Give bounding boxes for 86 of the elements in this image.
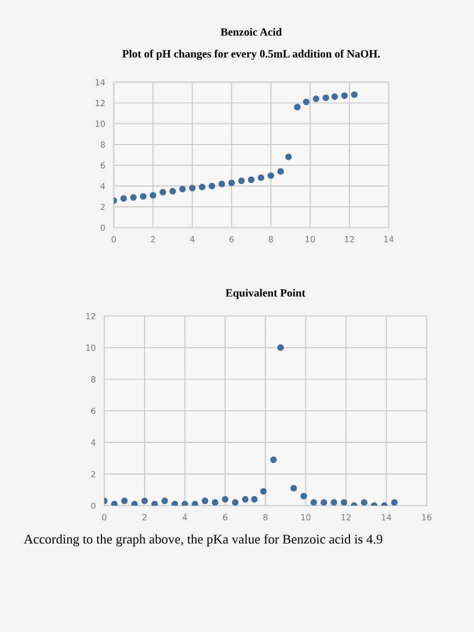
point xyxy=(285,154,292,160)
point xyxy=(140,193,147,200)
y-tick-label: 4 xyxy=(100,183,105,190)
point xyxy=(331,93,338,100)
text: According to the graph above, the pKa value for Benzoic acid is 4.9 xyxy=(24,534,382,546)
x-tick-label: 0 xyxy=(112,236,116,242)
point xyxy=(218,180,226,188)
x-tick-label: 12 xyxy=(342,514,350,520)
point xyxy=(189,184,196,192)
x-tick-label: 16 xyxy=(422,514,432,520)
point xyxy=(121,498,128,504)
point xyxy=(320,499,328,506)
point xyxy=(232,499,239,506)
point xyxy=(171,500,178,506)
y-tick-label: 10 xyxy=(86,344,96,351)
y-tick-label: 8 xyxy=(100,141,105,148)
point xyxy=(260,488,267,495)
point xyxy=(208,182,216,190)
y-tick-label: 14 xyxy=(96,79,105,86)
chart-title: Benzoic Acid xyxy=(220,28,282,36)
y-tick-label: 2 xyxy=(100,204,105,210)
point xyxy=(160,188,166,196)
point xyxy=(258,174,264,181)
point xyxy=(310,499,318,506)
y-tick-label: 0 xyxy=(100,224,105,231)
point xyxy=(242,496,249,503)
point xyxy=(302,98,310,106)
point xyxy=(290,484,297,492)
point xyxy=(322,94,330,102)
x-tick-label: 2 xyxy=(150,236,155,242)
point xyxy=(251,496,258,503)
x-tick-label: 8 xyxy=(263,514,268,520)
point xyxy=(351,91,358,98)
point xyxy=(268,172,274,179)
point xyxy=(198,184,206,190)
chart-subtitle: Plot of pH changes for every 0.5mL addition of NaOH. xyxy=(122,50,380,60)
point xyxy=(212,499,218,506)
x-tick-label: 12 xyxy=(345,236,354,242)
point xyxy=(270,456,277,464)
point xyxy=(294,104,301,110)
point xyxy=(222,496,228,503)
y-tick-label: 0 xyxy=(91,502,96,509)
chart-title: Equivalent Point xyxy=(226,288,306,299)
point xyxy=(179,186,186,192)
y-tick-label: 12 xyxy=(86,312,96,320)
point xyxy=(360,499,368,506)
point xyxy=(248,176,255,184)
point xyxy=(150,192,156,199)
y-tick-label: 6 xyxy=(100,162,105,169)
point xyxy=(391,499,398,506)
x-tick-label: 6 xyxy=(230,236,234,242)
point xyxy=(238,178,245,184)
x-tick-label: 4 xyxy=(190,236,194,242)
point xyxy=(130,194,137,201)
point xyxy=(182,500,188,506)
point xyxy=(141,498,148,504)
y-tick-label: 12 xyxy=(96,100,105,106)
point xyxy=(277,344,284,351)
x-tick-label: 2 xyxy=(142,514,146,520)
point xyxy=(300,492,308,500)
point xyxy=(131,500,138,506)
x-tick-label: 8 xyxy=(268,236,273,242)
point xyxy=(111,500,118,506)
point xyxy=(330,499,338,506)
point xyxy=(169,188,176,194)
x-tick-label: 4 xyxy=(182,514,188,520)
point xyxy=(340,499,348,506)
y-tick-label: 2 xyxy=(91,470,96,478)
point xyxy=(161,498,168,504)
y-tick-label: 10 xyxy=(96,120,105,127)
point xyxy=(228,180,235,186)
point xyxy=(192,500,198,506)
x-tick-label: 6 xyxy=(223,514,228,520)
point xyxy=(341,92,348,99)
point xyxy=(120,195,127,202)
point xyxy=(202,498,208,504)
y-tick-label: 8 xyxy=(91,376,96,382)
y-tick-label: 6 xyxy=(91,408,96,414)
point xyxy=(312,95,320,102)
x-tick-label: 14 xyxy=(384,236,394,242)
y-tick-label: 4 xyxy=(91,439,96,446)
point xyxy=(277,168,284,175)
x-tick-label: 10 xyxy=(306,236,315,242)
x-tick-label: 10 xyxy=(301,514,310,520)
x-tick-label: 14 xyxy=(382,514,392,520)
point xyxy=(151,500,158,506)
